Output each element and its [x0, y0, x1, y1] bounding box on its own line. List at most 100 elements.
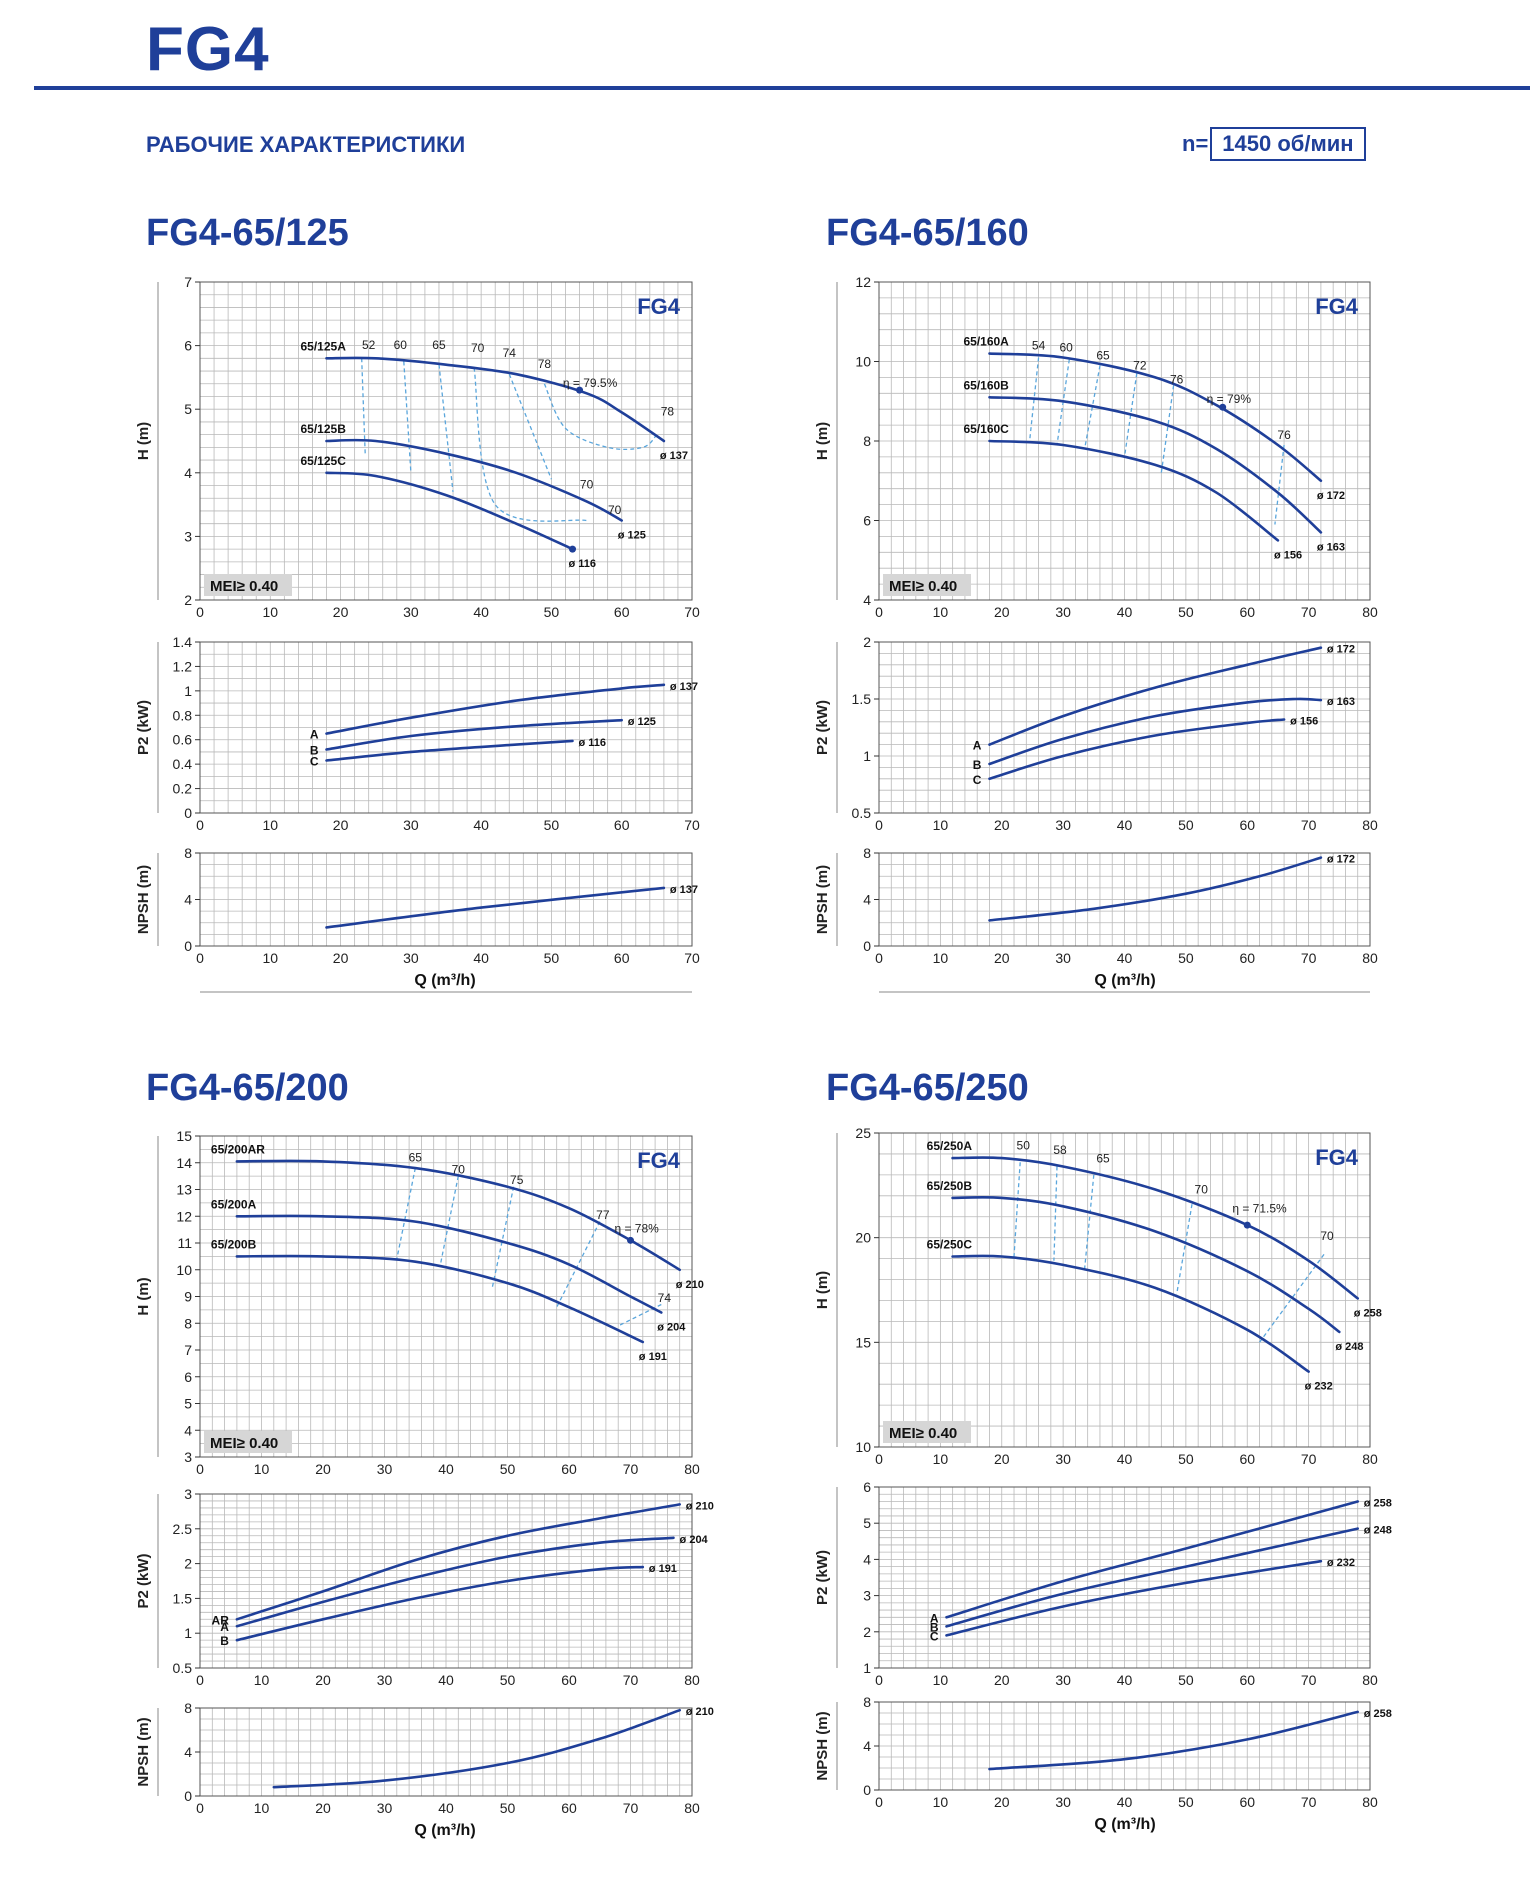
y-tick-label: 1	[863, 1660, 871, 1676]
y-tick-label: 2.5	[173, 1521, 193, 1537]
x-tick-label: 50	[1178, 950, 1194, 966]
diameter-label: ø 156	[1274, 549, 1302, 561]
efficiency-curve	[473, 367, 587, 522]
diameter-label: ø 258	[1364, 1708, 1392, 1720]
y-tick-label: 20	[855, 1230, 871, 1246]
diameter-label: ø 248	[1364, 1525, 1392, 1537]
x-tick-label: 30	[1055, 1794, 1071, 1810]
diameter-label: ø 191	[639, 1351, 667, 1363]
impeller-label: 65/200A	[211, 1197, 257, 1211]
efficiency-curve	[617, 1303, 662, 1327]
x-tick-label: 40	[438, 1461, 454, 1477]
y-tick-label: 2	[863, 634, 871, 650]
y-axis-label: H (m)	[135, 1277, 152, 1315]
x-tick-label: 10	[262, 604, 278, 620]
x-tick-label: 50	[1178, 1451, 1194, 1467]
y-tick-label: 6	[184, 338, 192, 354]
y-tick-label: 7	[184, 274, 192, 290]
x-tick-label: 30	[377, 1672, 393, 1688]
x-tick-label: 0	[875, 1794, 883, 1810]
x-tick-label: 80	[1362, 604, 1378, 620]
impeller-label: 65/250B	[927, 1179, 973, 1193]
x-tick-label: 30	[377, 1461, 393, 1477]
y-tick-label: 2	[184, 1556, 192, 1572]
mei-badge	[204, 1431, 292, 1453]
y-tick-label: 5	[863, 1515, 871, 1531]
x-tick-label: 80	[1362, 817, 1378, 833]
plot-frame	[199, 281, 693, 601]
x-tick-label: 30	[1055, 817, 1071, 833]
series-line	[951, 1156, 1359, 1300]
x-tick-label: 10	[933, 604, 949, 620]
diameter-label: ø 191	[649, 1563, 677, 1575]
y-tick-label: 1	[184, 1625, 192, 1641]
impeller-label: 65/200B	[211, 1237, 257, 1251]
x-tick-label: 70	[684, 604, 700, 620]
x-tick-label: 60	[1239, 1794, 1255, 1810]
chart-0-npsh-panel: 0 4 8 0 10 20 30 40 50 60 70 NPSH (m) ø 137	[135, 845, 700, 966]
x-tick-label: 20	[994, 604, 1010, 620]
impeller-label: 65/200AR	[211, 1142, 265, 1156]
series-line	[235, 1503, 681, 1621]
y-tick-label: 4	[184, 1422, 192, 1438]
x-tick-label: 20	[994, 1451, 1010, 1467]
efficiency-curve	[438, 364, 454, 492]
y-tick-label: 8	[184, 845, 192, 861]
y-axis-label: P2 (kW)	[135, 1553, 152, 1608]
efficiency-annotation: 78	[661, 405, 675, 419]
diameter-label: ø 258	[1354, 1307, 1382, 1319]
plot-frame	[878, 1132, 1371, 1448]
best-efficiency-point	[569, 545, 577, 553]
y-tick-label: 8	[863, 1694, 871, 1710]
x-tick-label: 60	[561, 1672, 577, 1688]
y-tick-label: 7	[184, 1342, 192, 1358]
efficiency-curve	[1176, 1204, 1193, 1295]
y-tick-label: 1.5	[852, 691, 872, 707]
y-tick-label: 5	[184, 1396, 192, 1412]
x-tick-label: 70	[623, 1672, 639, 1688]
y-tick-label: 1.5	[173, 1590, 193, 1606]
y-axis-label: P2 (kW)	[135, 700, 152, 755]
diameter-label: ø 172	[1317, 490, 1345, 502]
speed-indicator: n= 1450 об/мин	[1182, 127, 1366, 161]
title-rule	[34, 86, 1530, 90]
series-line	[988, 439, 1280, 542]
efficiency-curve	[396, 1167, 416, 1260]
impeller-label: 65/125B	[301, 422, 347, 436]
x-tick-label: 10	[933, 1794, 949, 1810]
efficiency-annotation: 70	[471, 341, 485, 355]
efficiency-annotation: 72	[1133, 358, 1147, 372]
x-tick-label: 10	[933, 1451, 949, 1467]
efficiency-annotation: 70	[580, 478, 594, 492]
y-tick-label: 3	[184, 1449, 192, 1465]
y-axis-label: NPSH (m)	[814, 865, 831, 934]
y-tick-label: 4	[863, 1551, 871, 1567]
x-tick-label: 50	[500, 1800, 516, 1816]
x-axis-label: Q (m³/h)	[414, 972, 475, 989]
series-line	[325, 683, 666, 735]
x-tick-label: 20	[994, 1794, 1010, 1810]
x-axis-label: Q (m³/h)	[1094, 972, 1155, 989]
x-tick-label: 70	[1301, 604, 1317, 620]
series-line	[945, 1527, 1359, 1628]
x-tick-label: 70	[684, 817, 700, 833]
series-line	[325, 739, 574, 762]
series-line	[988, 646, 1323, 746]
series-line	[988, 856, 1323, 922]
y-axis-label: H (m)	[814, 1271, 831, 1309]
y-tick-label: 4	[863, 592, 871, 608]
x-tick-label: 20	[315, 1672, 331, 1688]
x-tick-label: 50	[544, 950, 560, 966]
efficiency-annotation: η = 71.5%	[1232, 1202, 1287, 1216]
efficiency-curve	[491, 1186, 515, 1289]
x-tick-label: 70	[1301, 1451, 1317, 1467]
diameter-label: ø 156	[1290, 716, 1318, 728]
y-tick-label: 11	[177, 1235, 192, 1251]
chart-1-head-panel: 4 6 8 10 12 0 10 20 30 40 50 60 70 80 H (m) ø 172 65/160…	[814, 274, 1378, 620]
diameter-label: ø 137	[670, 884, 698, 896]
series-line	[945, 1559, 1323, 1637]
x-tick-label: 60	[561, 1800, 577, 1816]
x-tick-label: 80	[1362, 1794, 1378, 1810]
